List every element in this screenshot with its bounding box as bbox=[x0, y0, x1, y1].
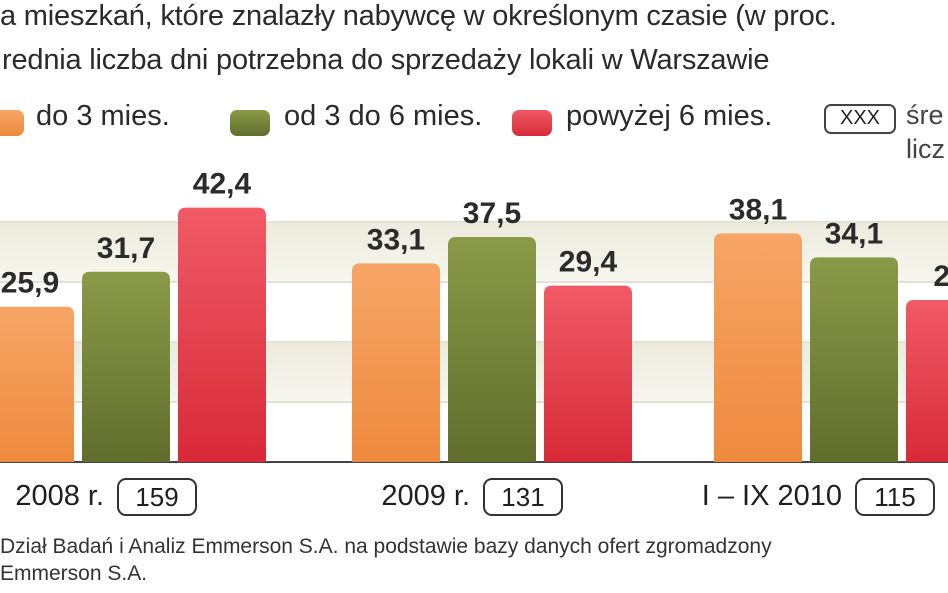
value-label-2-2: 27 bbox=[933, 260, 948, 293]
legend-swatch-3-6 bbox=[230, 110, 270, 136]
category-labels: 2008 r. 159 2009 r. 131 I – IX 2010 115 bbox=[15, 478, 935, 516]
avg-days-label-0: 159 bbox=[135, 482, 178, 512]
category-label-1: 2009 r. bbox=[381, 480, 470, 512]
legend-swatch-do-3 bbox=[0, 110, 24, 136]
avg-days-label-1: 131 bbox=[501, 482, 544, 512]
value-label-2-0: 38,1 bbox=[729, 193, 787, 226]
category-label-2: I – IX 2010 bbox=[702, 480, 842, 512]
value-label-2-1: 34,1 bbox=[825, 217, 883, 250]
avg-days-box-2 bbox=[855, 478, 935, 516]
bar-0-0 bbox=[0, 306, 74, 462]
bars bbox=[0, 207, 948, 462]
days-marker-box: XXX bbox=[824, 104, 896, 134]
source-line-1: Dział Badań i Analiz Emmerson S.A. na po… bbox=[0, 535, 772, 558]
legend-swatch-powyzej-6 bbox=[512, 110, 552, 136]
bar-2-1 bbox=[810, 257, 898, 462]
legend-label-powyzej-6: powyżej 6 mies. bbox=[566, 100, 773, 132]
value-label-1-2: 29,4 bbox=[559, 246, 618, 279]
days-note-line-2: licz bbox=[906, 134, 945, 164]
category-label-0: 2008 r. bbox=[15, 480, 104, 512]
legend-label-do-3: do 3 mies. bbox=[36, 100, 170, 132]
days-note-line-1: śre bbox=[906, 100, 944, 130]
value-label-0-1: 31,7 bbox=[97, 232, 155, 265]
avg-days-label-2: 115 bbox=[874, 482, 915, 512]
bar-1-1 bbox=[448, 237, 536, 462]
bar-1-2 bbox=[544, 285, 632, 462]
avg-days-box-1 bbox=[483, 478, 563, 516]
avg-days-box-0 bbox=[117, 478, 197, 516]
value-label-1-1: 37,5 bbox=[463, 197, 521, 230]
bar-2-2 bbox=[906, 300, 948, 462]
bar-2-0 bbox=[714, 233, 802, 462]
value-label-0-0: 25,9 bbox=[1, 267, 59, 300]
bar-0-2 bbox=[178, 207, 266, 462]
value-labels: 25,9 31,7 42,4 33,1 37,5 29,4 38,1 34,1 27 bbox=[1, 168, 948, 300]
value-label-0-2: 42,4 bbox=[193, 168, 252, 201]
bar-0-1 bbox=[82, 271, 170, 462]
source-line-2: Emmerson S.A. bbox=[0, 562, 148, 585]
chart-title-line-2: rednia liczba dni potrzebna do sprzedaży… bbox=[2, 44, 770, 76]
value-label-1-0: 33,1 bbox=[367, 223, 425, 256]
grid-band bbox=[0, 162, 948, 222]
legend-label-3-6: od 3 do 6 mies. bbox=[284, 100, 483, 132]
bar-1-0 bbox=[352, 263, 440, 462]
chart-title-line-1: a mieszkań, które znalazły nabywcę w okr… bbox=[0, 0, 837, 32]
